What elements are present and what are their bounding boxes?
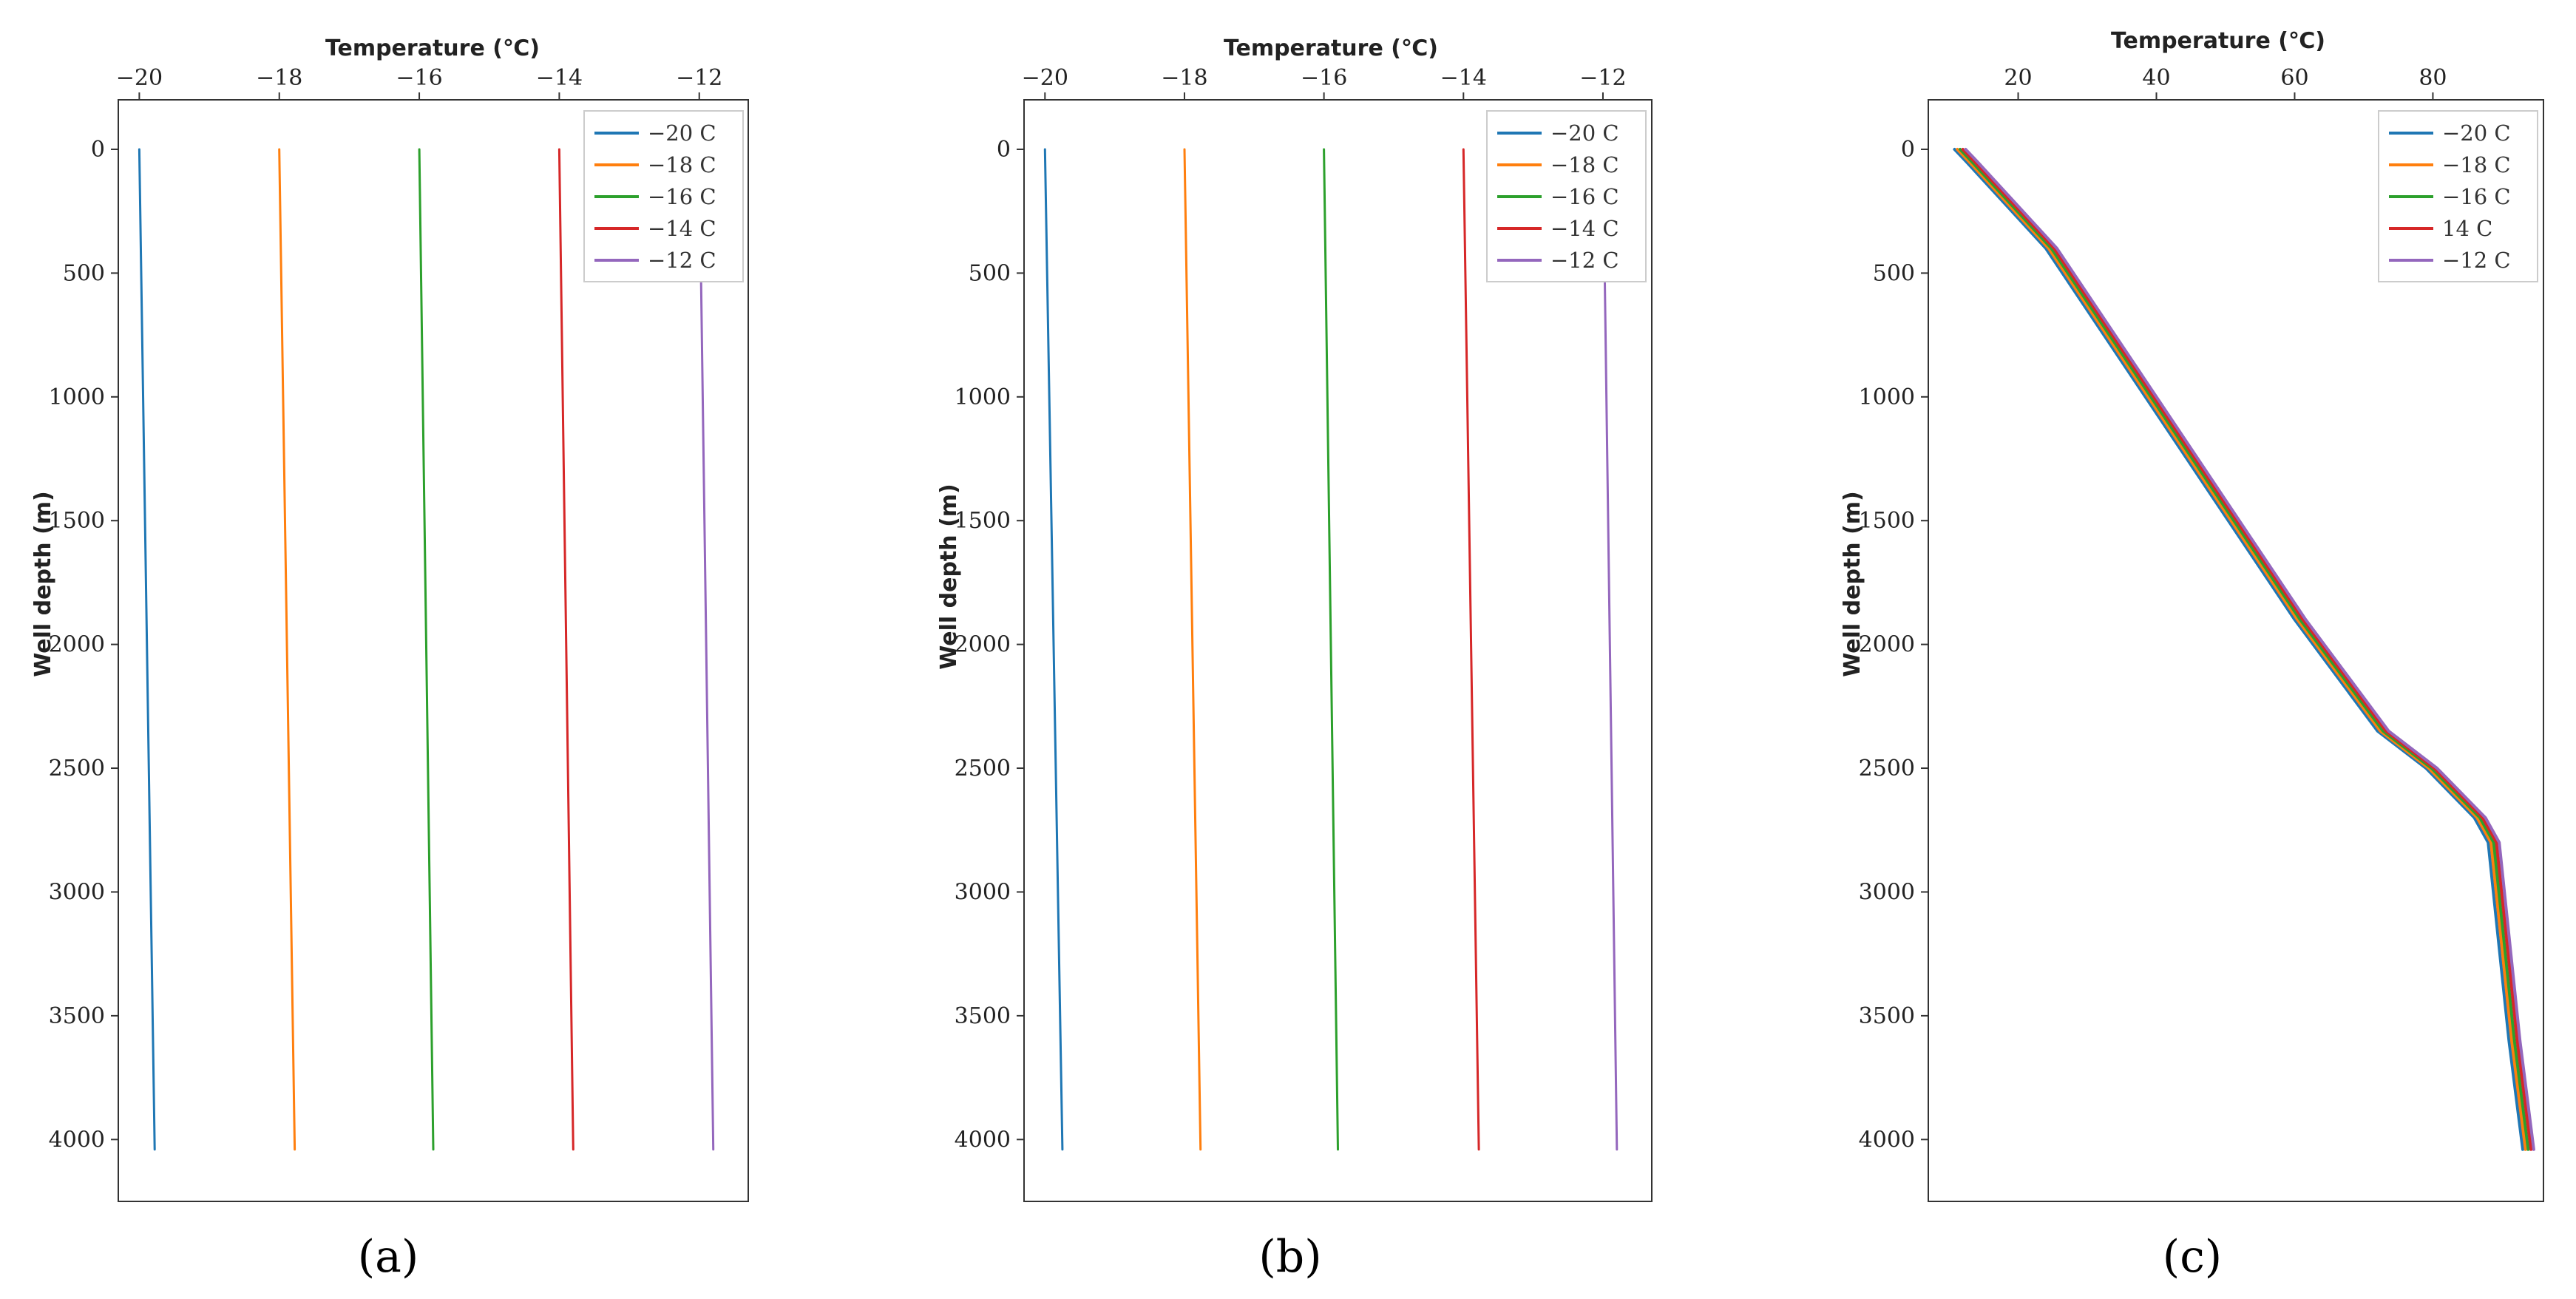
series-line-4 [557, 148, 574, 1151]
panel-c-ylabel: Well depth (m) [1840, 491, 1865, 677]
y-tick-label: 500 [63, 260, 105, 286]
y-tick-label: 4000 [955, 1127, 1011, 1153]
legend-label-2: −18 C [648, 152, 716, 177]
series-line-2 [1183, 148, 1202, 1151]
panel-b-ylabel: Well depth (m) [936, 484, 962, 670]
legend-label-1: −20 C [648, 121, 716, 146]
x-tick-label: −20 [1022, 65, 1068, 91]
y-tick-label: 3500 [955, 1003, 1011, 1029]
panel-c-caption: (c) [2163, 1231, 2222, 1283]
x-tick-label: 20 [2004, 65, 2032, 91]
y-tick-label: 2500 [955, 756, 1011, 781]
x-tick-label: 80 [2419, 65, 2447, 91]
series-line-1 [1043, 148, 1064, 1151]
y-tick-label: 3000 [955, 879, 1011, 905]
series-line-3 [1959, 148, 2530, 1151]
series-line-1 [138, 148, 156, 1151]
plot-frame [1928, 99, 2544, 1202]
y-tick-label: 3500 [49, 1003, 105, 1029]
y-tick-label: 3000 [1859, 879, 1915, 905]
x-tick-label: −20 [116, 65, 163, 91]
legend-label-4: −14 C [648, 216, 716, 241]
y-tick-label: 1500 [1859, 508, 1915, 534]
y-tick-label: 2000 [1859, 632, 1915, 658]
x-tick-label: 40 [2142, 65, 2170, 91]
series-line-3 [1323, 148, 1339, 1151]
y-tick-label: 2000 [955, 632, 1011, 658]
y-tick-label: 0 [1901, 137, 1915, 163]
legend-label-3: −16 C [648, 184, 716, 209]
legend-label-2: −18 C [2442, 152, 2511, 177]
series-line-5 [698, 148, 715, 1151]
y-tick-label: 0 [997, 137, 1011, 163]
series-line-1 [1953, 148, 2524, 1151]
panel-a-xlabel: Temperature (℃) [325, 35, 540, 61]
x-tick-label: −18 [256, 65, 302, 91]
panel-c: Temperature (℃) Well depth (m) (c) 20 40 6… [1840, 28, 2544, 1283]
series-line-2 [278, 148, 296, 1151]
legend-label-1: −20 C [1550, 121, 1619, 146]
y-tick-label: 1000 [955, 384, 1011, 410]
legend-label-3: −16 C [2442, 184, 2511, 209]
panel-a: Temperature (℃) Well depth (m) (a) −20 −1… [30, 35, 749, 1283]
panel-a-caption: (a) [358, 1231, 419, 1283]
series-line-2 [1956, 148, 2527, 1151]
x-tick-label: −12 [676, 65, 722, 91]
series-line-5 [1964, 148, 2535, 1151]
legend-label-1: −20 C [2442, 121, 2511, 146]
panel-b-caption: (b) [1258, 1231, 1321, 1283]
panel-b-xlabel: Temperature (℃) [1224, 35, 1438, 61]
panel-a-ylabel: Well depth (m) [30, 491, 56, 677]
series-line-5 [1601, 148, 1619, 1151]
y-tick-label: 2000 [49, 632, 105, 658]
legend-label-5: −12 C [1550, 248, 1619, 273]
series-line-4 [1961, 148, 2533, 1151]
plot-frame [1023, 99, 1653, 1202]
series-line-3 [418, 148, 435, 1151]
y-tick-label: 1500 [49, 508, 105, 534]
legend-label-3: −16 C [1550, 184, 1619, 209]
y-tick-label: 4000 [49, 1127, 105, 1153]
y-tick-label: 3000 [49, 879, 105, 905]
y-tick-label: 4000 [1859, 1127, 1915, 1153]
legend-label-4: −14 C [1550, 216, 1619, 241]
x-tick-label: −14 [1440, 65, 1487, 91]
panel-b: Temperature (℃) Well depth (m) (b) −20 −1… [936, 35, 1653, 1283]
x-tick-label: −18 [1161, 65, 1207, 91]
x-tick-label: 60 [2280, 65, 2308, 91]
y-tick-label: 3500 [1859, 1003, 1915, 1029]
legend-label-4: 14 C [2442, 216, 2492, 241]
y-tick-label: 0 [91, 137, 105, 163]
y-tick-label: 2500 [49, 756, 105, 781]
y-tick-label: 500 [969, 260, 1011, 286]
legend-label-5: −12 C [648, 248, 716, 273]
x-tick-label: −16 [1301, 65, 1347, 91]
x-tick-label: −14 [536, 65, 583, 91]
y-tick-label: 1500 [955, 508, 1011, 534]
legend-label-5: −12 C [2442, 248, 2511, 273]
x-tick-label: −12 [1579, 65, 1626, 91]
x-tick-label: −16 [396, 65, 442, 91]
y-tick-label: 1000 [49, 384, 105, 410]
plot-frame [118, 99, 749, 1202]
y-tick-label: 500 [1873, 260, 1915, 286]
legend-label-2: −18 C [1550, 152, 1619, 177]
y-tick-label: 1000 [1859, 384, 1915, 410]
y-tick-label: 2500 [1859, 756, 1915, 781]
panel-c-xlabel: Temperature (℃) [2111, 28, 2325, 54]
series-line-4 [1462, 148, 1480, 1151]
